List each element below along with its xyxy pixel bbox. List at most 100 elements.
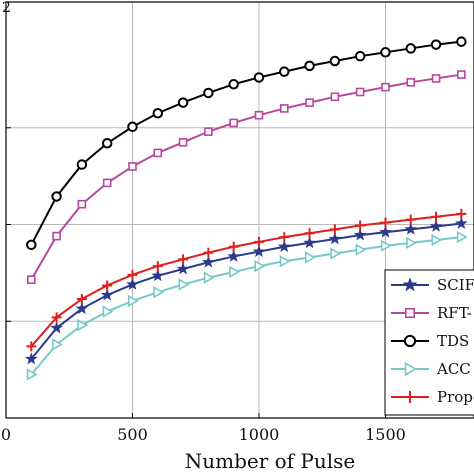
data-point-3-10 bbox=[279, 255, 291, 268]
legend: SCIF RFT- TDS ACC Prope bbox=[384, 269, 474, 416]
data-point-1-14 bbox=[381, 82, 390, 92]
data-point-2-5 bbox=[152, 108, 164, 119]
data-point-4-1 bbox=[51, 312, 62, 323]
data-point-1-5 bbox=[153, 148, 163, 158]
data-point-2-9 bbox=[253, 72, 265, 83]
data-point-2-1 bbox=[51, 191, 62, 202]
series-scif bbox=[25, 216, 468, 365]
data-point-4-4 bbox=[127, 269, 138, 280]
legend-label-3: ACC bbox=[436, 360, 471, 378]
data-point-0-12 bbox=[328, 232, 342, 245]
data-point-4-12 bbox=[329, 224, 340, 235]
data-point-0-0 bbox=[25, 352, 38, 365]
data-point-4-14 bbox=[380, 217, 391, 228]
y-axis bbox=[6, 127, 11, 322]
data-point-0-4 bbox=[126, 277, 139, 290]
data-point-3-3 bbox=[102, 305, 114, 318]
data-point-1-6 bbox=[178, 137, 188, 147]
data-point-0-14 bbox=[379, 225, 392, 238]
x-axis-label: Number of Pulse bbox=[185, 449, 356, 473]
data-point-4-3 bbox=[102, 280, 113, 291]
legend-marker-1 bbox=[404, 307, 415, 318]
series-rft bbox=[26, 70, 466, 284]
data-point-0-17 bbox=[455, 216, 468, 229]
series-prope bbox=[26, 208, 467, 352]
data-point-4-6 bbox=[178, 254, 189, 265]
data-point-3-4 bbox=[127, 294, 139, 308]
data-point-3-15 bbox=[406, 236, 418, 250]
data-point-2-10 bbox=[279, 66, 290, 77]
data-point-4-9 bbox=[253, 236, 264, 247]
data-point-2-6 bbox=[177, 97, 189, 108]
data-point-3-0 bbox=[26, 368, 38, 381]
data-point-3-12 bbox=[330, 247, 342, 260]
data-point-0-3 bbox=[100, 288, 114, 301]
data-point-2-11 bbox=[304, 60, 315, 72]
series-line-1 bbox=[30, 73, 462, 281]
data-point-2-14 bbox=[380, 47, 391, 58]
data-point-2-7 bbox=[203, 87, 214, 99]
data-point-4-11 bbox=[304, 228, 315, 239]
data-point-4-5 bbox=[152, 261, 163, 272]
data-point-4-13 bbox=[355, 220, 366, 231]
data-point-3-1 bbox=[52, 338, 63, 351]
data-point-0-2 bbox=[75, 302, 89, 315]
legend-marker-0 bbox=[402, 277, 418, 292]
data-point-0-9 bbox=[252, 244, 266, 257]
data-point-1-0 bbox=[26, 275, 36, 284]
data-point-3-2 bbox=[77, 319, 89, 332]
data-point-4-17 bbox=[456, 208, 467, 219]
data-point-4-7 bbox=[203, 247, 214, 258]
data-point-2-8 bbox=[228, 78, 239, 90]
series-line-2 bbox=[30, 40, 462, 246]
x-tick-label-2: 1000 bbox=[239, 425, 280, 444]
data-point-3-14 bbox=[380, 239, 392, 252]
data-point-1-15 bbox=[406, 77, 416, 87]
data-point-2-17 bbox=[456, 36, 467, 47]
data-point-2-4 bbox=[127, 121, 138, 133]
data-point-1-8 bbox=[229, 118, 238, 128]
data-point-3-5 bbox=[153, 286, 165, 299]
data-point-1-4 bbox=[128, 162, 137, 171]
data-point-1-2 bbox=[77, 199, 87, 209]
data-point-4-0 bbox=[26, 341, 37, 352]
data-point-0-16 bbox=[429, 219, 443, 232]
data-point-1-3 bbox=[102, 178, 112, 188]
x-axis: 0 500 1000 1500 bbox=[1, 413, 406, 444]
data-point-1-16 bbox=[431, 74, 441, 83]
data-point-1-9 bbox=[254, 110, 264, 120]
data-point-0-8 bbox=[227, 249, 240, 262]
data-point-1-17 bbox=[457, 70, 466, 79]
x-tick-label-3: 1500 bbox=[365, 425, 406, 444]
legend-marker-2 bbox=[403, 334, 417, 348]
data-point-2-12 bbox=[329, 55, 341, 67]
data-point-4-15 bbox=[405, 214, 416, 225]
legend-label-2: TDS bbox=[437, 332, 469, 350]
data-point-0-6 bbox=[176, 262, 190, 275]
data-point-4-8 bbox=[228, 241, 239, 252]
legend-label-0: SCIF bbox=[437, 276, 474, 294]
data-point-0-5 bbox=[151, 269, 165, 282]
data-point-2-2 bbox=[76, 159, 88, 170]
data-point-2-15 bbox=[405, 43, 417, 54]
data-point-3-17 bbox=[456, 230, 468, 244]
data-point-3-6 bbox=[178, 278, 190, 291]
legend-label-1: RFT- bbox=[437, 304, 472, 322]
data-point-3-16 bbox=[431, 233, 443, 247]
data-point-4-2 bbox=[76, 294, 87, 305]
plot-frame bbox=[5, 1, 474, 419]
legend-label-4: Prope bbox=[437, 388, 474, 406]
data-point-2-13 bbox=[354, 50, 366, 62]
data-point-0-7 bbox=[202, 255, 215, 268]
data-point-2-0 bbox=[26, 239, 37, 251]
data-point-0-11 bbox=[303, 236, 316, 249]
series-acc bbox=[26, 230, 468, 381]
data-point-4-16 bbox=[431, 211, 442, 222]
data-point-3-8 bbox=[229, 265, 241, 279]
data-point-1-10 bbox=[279, 104, 289, 113]
data-point-0-10 bbox=[277, 240, 291, 253]
legend-marker-3 bbox=[404, 361, 418, 377]
data-point-1-1 bbox=[52, 231, 61, 241]
x-tick-label-0: 0 bbox=[1, 425, 11, 444]
